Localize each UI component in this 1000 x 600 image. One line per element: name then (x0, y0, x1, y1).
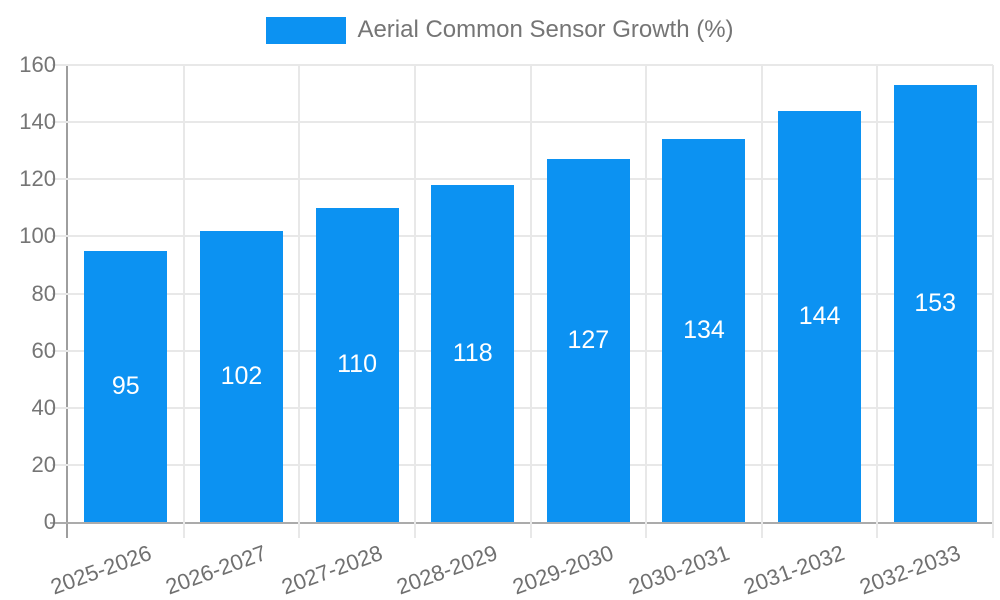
bar-value-label: 144 (798, 301, 841, 330)
y-tick-label: 0 (43, 509, 56, 534)
legend-swatch (266, 16, 347, 44)
bar: 134 (662, 139, 746, 522)
y-tick-label: 100 (19, 223, 56, 249)
bar: 153 (893, 85, 977, 522)
v-gridline (760, 65, 763, 538)
x-tick-label: 2026-2027 (162, 540, 270, 600)
bar-value-label: 118 (452, 338, 493, 367)
legend-label: Aerial Common Sensor Growth (%) (357, 16, 734, 43)
v-gridline (876, 65, 879, 538)
x-tick-label: 2032-2033 (856, 540, 964, 600)
bar: 118 (431, 184, 515, 522)
h-gridline (52, 121, 993, 124)
v-gridline (992, 65, 994, 538)
x-axis-line (50, 522, 993, 524)
bar-value-label: 102 (220, 361, 263, 390)
v-gridline (529, 65, 532, 538)
bar-value-label: 110 (337, 350, 377, 379)
y-tick-label: 40 (31, 394, 56, 420)
bar: 95 (84, 250, 168, 522)
y-tick-label: 160 (19, 52, 56, 77)
y-tick-label: 20 (31, 451, 56, 477)
y-tick-label: 140 (19, 109, 56, 135)
h-gridline (52, 64, 993, 66)
x-tick-label: 2029-2030 (509, 540, 617, 600)
legend: Aerial Common Sensor Growth (%) (0, 16, 1000, 44)
bar-value-label: 134 (683, 316, 725, 345)
y-tick-label: 120 (19, 166, 56, 192)
h-gridline (52, 235, 993, 238)
h-gridline (52, 406, 993, 409)
h-gridline (52, 178, 993, 181)
x-tick-label: 2027-2028 (278, 540, 386, 600)
x-tick-label: 2031-2032 (740, 540, 849, 600)
v-gridline (298, 65, 301, 538)
bar: 127 (546, 159, 630, 522)
x-tick-label: 2025-2026 (46, 540, 155, 600)
x-tick-label: 2028-2029 (393, 540, 502, 600)
bar-value-label: 127 (567, 326, 610, 355)
x-tick-label: 2030-2031 (625, 540, 733, 600)
bar: 144 (778, 110, 862, 522)
y-tick-label: 80 (31, 280, 56, 306)
v-gridline (182, 65, 185, 538)
v-gridline (645, 65, 648, 538)
bar: 110 (315, 207, 399, 522)
bar-value-label: 95 (111, 371, 140, 400)
y-tick-label: 60 (31, 337, 56, 363)
h-gridline (52, 463, 993, 466)
plot-area: 95 102 110 118 127 134 144 153 (50, 64, 994, 538)
h-gridline (52, 292, 993, 295)
bar: 102 (199, 230, 283, 522)
bar-value-label: 153 (914, 289, 957, 317)
h-gridline (52, 349, 993, 352)
v-gridline (413, 65, 416, 538)
y-axis-line (66, 65, 68, 538)
